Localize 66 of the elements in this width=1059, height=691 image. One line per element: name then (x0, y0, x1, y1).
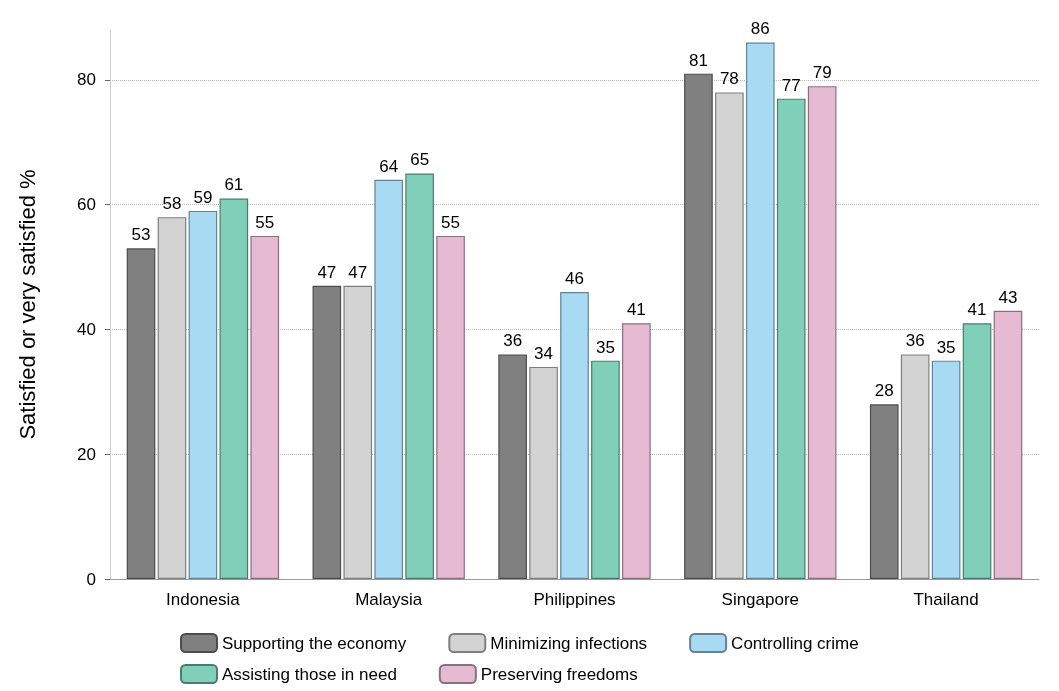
y-tick-label: 0 (86, 569, 96, 589)
legend-label: Supporting the economy (222, 633, 407, 653)
legend-label: Preserving freedoms (480, 664, 638, 684)
bar (962, 323, 992, 579)
data-label: 47 (348, 262, 368, 282)
y-tick-label: 60 (77, 195, 96, 215)
data-label: 53 (131, 225, 151, 245)
y-axis-title: Satisfied or very satisfied % (14, 169, 40, 440)
bar (745, 42, 775, 579)
bar (560, 292, 589, 579)
data-label: 79 (812, 63, 832, 83)
x-tick-label: Indonesia (166, 590, 241, 609)
bar (931, 360, 961, 579)
data-label: 59 (193, 187, 213, 207)
bar (993, 310, 1023, 579)
bar (343, 285, 373, 579)
data-label: 86 (750, 19, 770, 39)
data-label: 36 (503, 331, 523, 351)
data-label: 28 (874, 381, 894, 401)
data-label: 41 (967, 300, 987, 320)
data-label: 34 (534, 343, 554, 363)
bar (591, 360, 620, 579)
x-tick-label: Philippines (533, 590, 616, 609)
data-label: 78 (719, 69, 739, 89)
y-tick-label: 80 (77, 70, 96, 90)
data-label: 61 (224, 175, 244, 195)
legend-label: Assisting those in need (222, 664, 397, 684)
bar (900, 354, 930, 579)
bar (436, 235, 465, 579)
data-label: 77 (781, 75, 801, 95)
data-label: 64 (379, 156, 399, 176)
bar (157, 217, 187, 579)
x-tick-label: Malaysia (355, 590, 423, 609)
bar (529, 366, 558, 579)
bar (405, 173, 434, 579)
bar (807, 86, 837, 579)
y-tick-label: 20 (77, 444, 96, 464)
bar (312, 285, 342, 579)
data-label: 58 (162, 194, 182, 214)
legend-label: Controlling crime (731, 633, 859, 653)
bar (498, 354, 527, 579)
data-label: 43 (998, 287, 1018, 307)
bar (622, 323, 651, 579)
legend-label: Minimizing infections (490, 633, 648, 653)
bar (776, 98, 806, 579)
data-label: 36 (905, 331, 925, 351)
data-label: 65 (410, 150, 430, 170)
data-label: 81 (688, 50, 708, 70)
data-label: 41 (626, 300, 646, 320)
data-label: 46 (565, 269, 584, 289)
x-tick-label: Singapore (721, 590, 800, 609)
x-tick-label: Thailand (913, 590, 979, 609)
bar (126, 248, 156, 579)
bar (188, 210, 218, 579)
data-label: 55 (255, 212, 275, 232)
data-label: 55 (441, 212, 461, 232)
data-label: 47 (317, 262, 337, 282)
bar (219, 198, 249, 579)
bar (869, 404, 899, 579)
bar (684, 73, 713, 579)
bar (715, 92, 744, 579)
data-label: 35 (936, 337, 956, 357)
bar (374, 179, 404, 579)
y-tick-label: 40 (77, 319, 96, 339)
bar (250, 235, 280, 579)
data-label: 35 (595, 337, 615, 357)
